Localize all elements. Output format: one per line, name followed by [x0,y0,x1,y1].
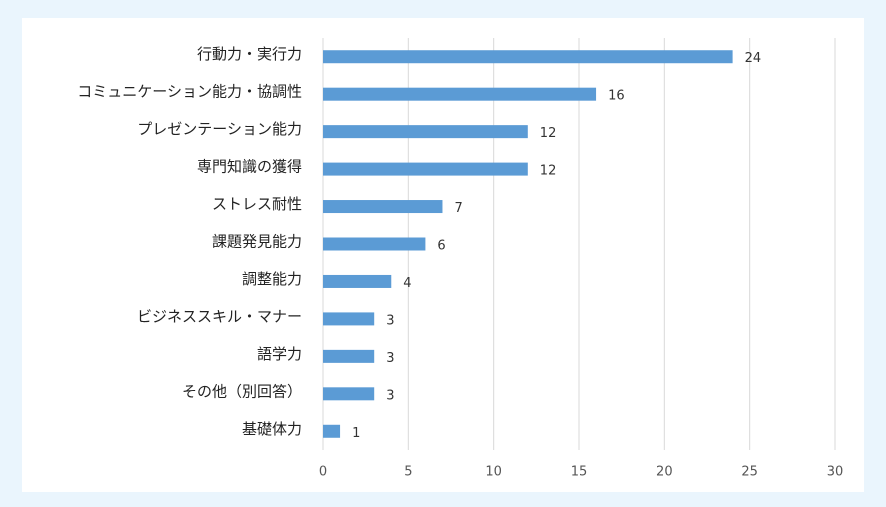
x-tick-label: 10 [485,465,502,480]
y-tick-label: コミュニケーション能力・協調性 [77,83,302,101]
bar [323,200,443,214]
x-tick-label: 30 [827,465,844,480]
bar [323,424,341,438]
x-tick-label: 25 [741,465,758,480]
data-label: 3 [386,351,394,366]
bar [323,125,528,139]
x-tick-label: 15 [571,465,588,480]
y-tick-label: 語学力 [257,345,302,363]
data-label: 24 [745,51,762,66]
data-label: 16 [608,89,625,104]
x-tick-label: 5 [404,465,412,480]
data-label: 12 [540,126,557,141]
x-tick-label: 0 [319,465,327,480]
y-tick-label: 調整能力 [242,270,302,288]
data-label: 7 [454,201,462,216]
bar [323,312,375,326]
y-tick-label: 専門知識の獲得 [197,158,302,176]
y-tick-label: プレゼンテーション能力 [137,120,302,138]
y-tick-label: 課題発見能力 [212,233,302,251]
data-label: 12 [540,164,557,179]
bar [323,274,392,288]
y-tick-label: その他（別回答） [182,382,302,400]
bar [323,50,733,64]
y-tick-label: 行動力・実行力 [197,45,302,63]
data-label: 6 [437,239,445,254]
bar [323,387,375,401]
data-label: 3 [386,313,394,328]
data-label: 3 [386,388,394,403]
x-tick-label: 20 [656,465,673,480]
bar [323,87,597,101]
y-tick-label: ビジネススキル・マナー [137,307,302,325]
y-tick-label: ストレス耐性 [212,195,302,213]
data-label: 4 [403,276,411,291]
data-label: 1 [352,426,360,441]
y-tick-label: 基礎体力 [242,420,302,438]
bar [323,237,426,251]
bar [323,349,375,363]
bar [323,162,528,176]
